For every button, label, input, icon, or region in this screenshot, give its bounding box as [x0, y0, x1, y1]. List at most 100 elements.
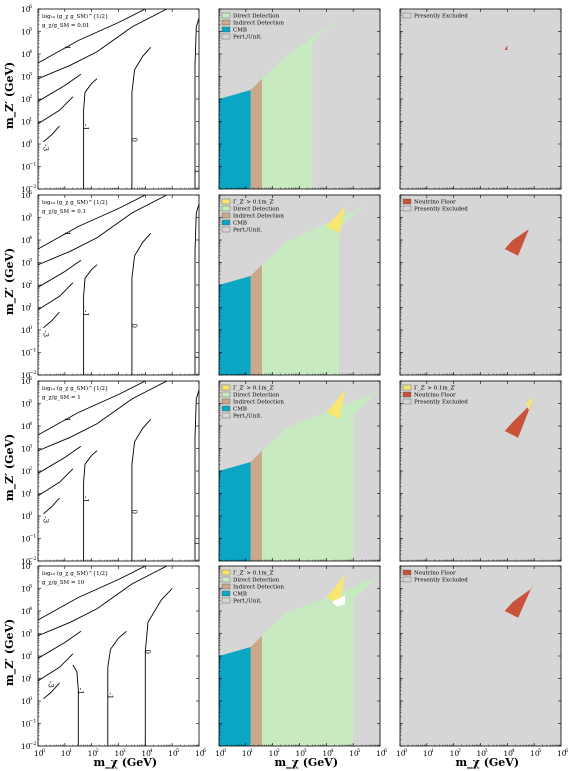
y-tick-exponent: 5 — [29, 27, 32, 33]
coupling-ratio-label: g_χ/g_SM = 0.1 — [42, 209, 86, 215]
legend-swatch — [221, 412, 231, 419]
y-tick-label: 10 — [21, 50, 31, 59]
y-tick-label: 10 — [21, 5, 31, 14]
y-tick-exponent: −2 — [29, 184, 36, 190]
y-tick-label: 10 — [21, 585, 31, 594]
contour-level-label: -1 — [82, 496, 90, 503]
x-tick-exponent: 2 — [277, 748, 280, 754]
contour-level-label: -1 — [106, 692, 114, 699]
direct-detection-region — [262, 577, 378, 746]
y-tick-label: 10 — [21, 28, 31, 37]
y-tick-exponent: 5 — [29, 584, 32, 590]
legend-entry: CMB — [233, 28, 247, 34]
x-tick-label: 10 — [557, 749, 567, 758]
panel-r0-c2: Presently Excluded — [399, 8, 562, 190]
y-tick-label: 10 — [21, 377, 31, 386]
y-tick-exponent: 6 — [29, 376, 32, 382]
legend-swatch — [221, 33, 231, 40]
legend-swatch — [221, 391, 231, 398]
contour-line — [131, 419, 152, 561]
y-tick-label: 10 — [21, 512, 31, 521]
legend-entry: CMB — [233, 592, 247, 598]
neutrino-floor-region — [504, 581, 535, 618]
legend-entry: Neutrino Floor — [414, 393, 456, 399]
y-tick-exponent: 3 — [29, 72, 32, 78]
direct-detection-region — [262, 206, 364, 375]
contour-level-label: -1 — [82, 310, 90, 317]
contour-line — [38, 468, 74, 497]
y-tick-label: 10 — [21, 467, 31, 476]
contour-line — [43, 125, 60, 143]
contour-line — [38, 96, 74, 125]
width-region — [326, 390, 346, 420]
legend-swatch — [221, 590, 231, 597]
y-tick-exponent: 0 — [29, 511, 32, 517]
legend-entry: Neutrino Floor — [414, 571, 456, 577]
x-tick-exponent: 0 — [404, 748, 407, 754]
y-tick-exponent: 4 — [29, 421, 32, 427]
x-tick-label: 10 — [215, 749, 225, 758]
legend-entry: Presently Excluded — [414, 400, 468, 406]
legend-entry: Direct Detection — [233, 14, 280, 20]
x-tick-exponent: 0 — [223, 748, 226, 754]
contour-line — [194, 389, 199, 561]
x-tick-exponent: 2 — [96, 748, 99, 754]
y-tick-label: 10 — [21, 236, 31, 245]
y-tick-label: 10 — [21, 185, 31, 194]
x-tick-label: 10 — [396, 749, 406, 758]
y-tick-exponent: −1 — [29, 162, 36, 168]
x-tick-exponent: 3 — [304, 748, 307, 754]
x-tick-label: 10 — [34, 749, 44, 758]
y-tick-label: 10 — [21, 259, 31, 268]
y-tick-exponent: 1 — [29, 674, 32, 680]
x-tick-label: 10 — [349, 749, 359, 758]
width-region — [326, 575, 346, 605]
legend-entry: CMB — [233, 407, 247, 413]
x-tick-exponent: 6 — [565, 748, 568, 754]
contour-line — [72, 664, 79, 746]
contour-line — [83, 264, 98, 375]
contour-title: log₁₀ (g_χ g_SM)^{1/2} — [42, 13, 109, 20]
legend-swatch — [221, 212, 231, 219]
plot-area: -1 0 1 1 -3 log₁₀ (g_χ g_SM)^{1/2} g_χ/g_SM = … — [38, 195, 199, 375]
contour-line — [38, 282, 74, 311]
contour-line — [38, 195, 168, 266]
legend-swatch — [402, 391, 412, 398]
legend-entry: Γ_Z′ > 0.1m_Z′ — [233, 386, 275, 392]
direct-detection-region — [262, 20, 337, 189]
contour-line — [38, 381, 168, 452]
contour-title: log₁₀ (g_χ g_SM)^{1/2} — [42, 570, 109, 577]
y-tick-label: 10 — [21, 652, 31, 661]
legend-entry: Presently Excluded — [414, 578, 468, 584]
legend-entry: Pert./Unit. — [233, 599, 262, 605]
coupling-ratio-label: g_χ/g_SM = 10 — [42, 580, 85, 586]
legend-swatch — [221, 205, 231, 212]
x-tick-label: 10 — [242, 749, 252, 758]
y-tick-exponent: −2 — [29, 741, 36, 747]
y-tick-label: 10 — [21, 607, 31, 616]
contour-level-label: -1 — [76, 688, 84, 695]
y-tick-exponent: 4 — [29, 235, 32, 241]
contour-line — [43, 311, 60, 329]
contour-line — [38, 445, 82, 474]
legend-entry: Γ_Z′ > 0.1m_Z′ — [233, 200, 275, 206]
x-tick-label: 10 — [88, 749, 98, 758]
contour-line — [194, 17, 199, 189]
panel-r0-c0: -1 0 1 1 -3 log₁₀ (g_χ g_SM)^{1/2} g_χ/g_SM = … — [21, 4, 200, 194]
y-tick-label: 10 — [21, 445, 31, 454]
contour-line — [38, 566, 146, 621]
legend-entry: Pert./Unit. — [233, 414, 262, 420]
legend-swatch — [402, 384, 412, 391]
indirect-detection-region — [250, 264, 262, 375]
contour-level-label: 0 — [130, 510, 138, 514]
legend-entry: Direct Detection — [233, 207, 280, 213]
y-tick-label: 10 — [21, 720, 31, 729]
x-tick-exponent: 2 — [458, 748, 461, 754]
y-tick-exponent: 2 — [29, 466, 32, 472]
y-tick-label: 10 — [21, 73, 31, 82]
